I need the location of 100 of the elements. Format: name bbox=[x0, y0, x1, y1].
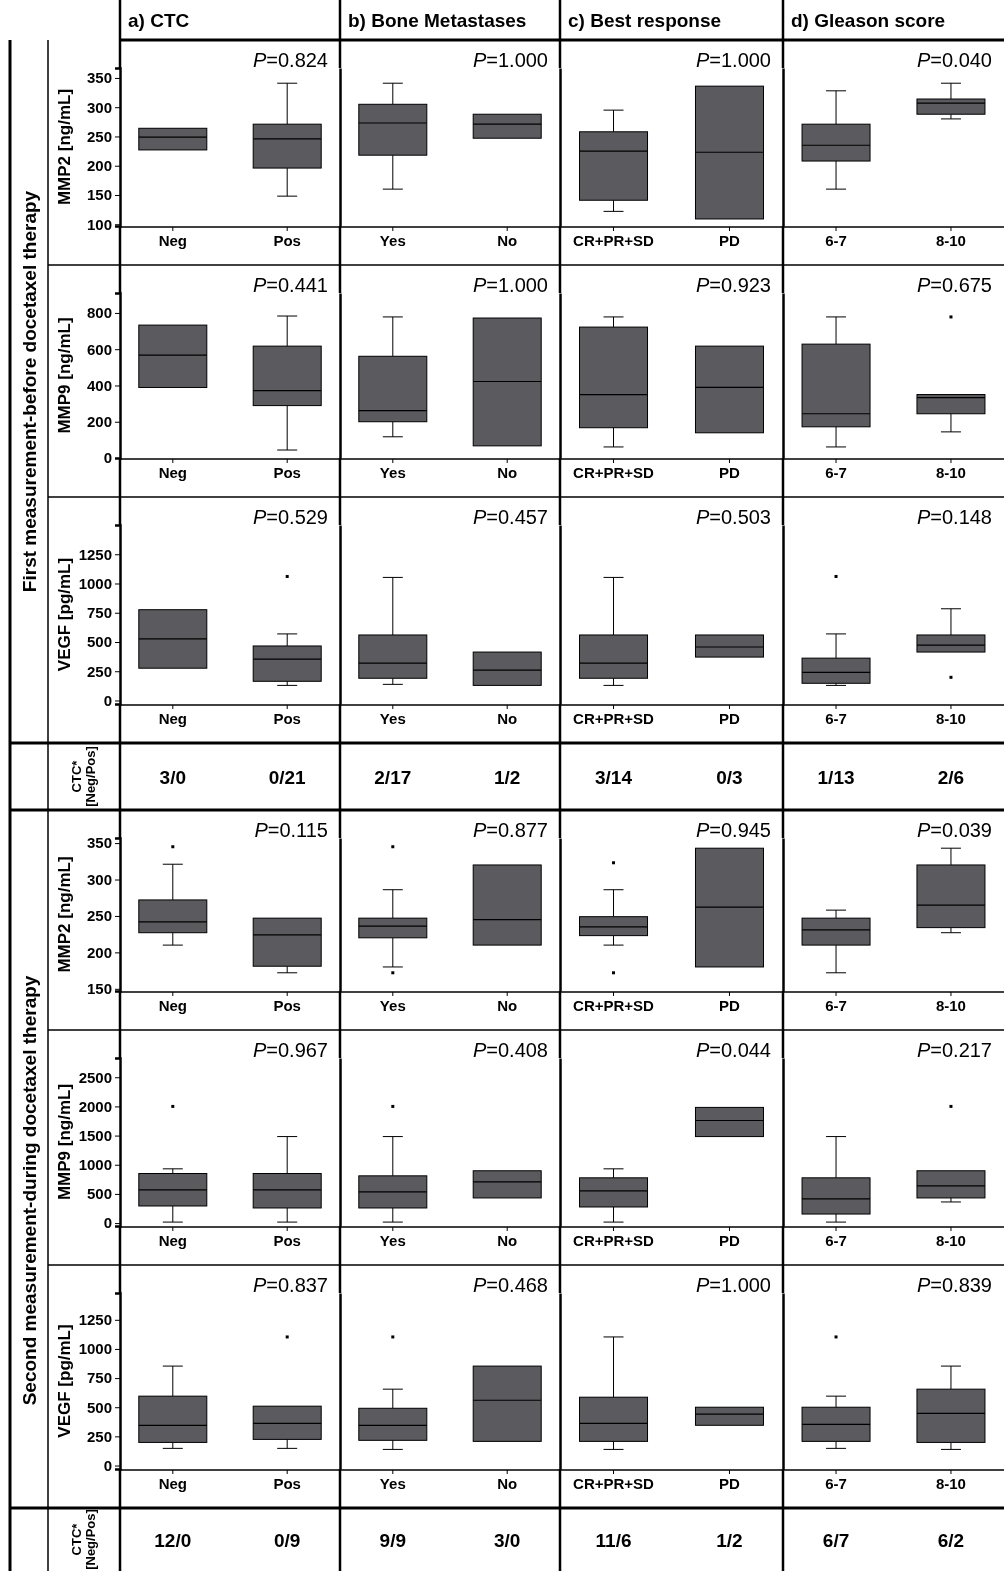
annotation: P=1.000 bbox=[472, 49, 548, 71]
text: 0/3 bbox=[716, 766, 743, 788]
x-tick-label: 6-7 bbox=[825, 1475, 847, 1492]
y-tick-label: 1000 bbox=[78, 1156, 112, 1174]
y-tick-label: 750 bbox=[86, 1369, 112, 1387]
x-tick-label: 8-10 bbox=[935, 1232, 966, 1249]
x-tick-label: Neg bbox=[158, 1232, 187, 1249]
x-tick-label: No bbox=[497, 1232, 518, 1249]
annotation: P=1.000 bbox=[695, 49, 771, 71]
y-tick-label: 250 bbox=[86, 127, 112, 145]
x-tick-label: PD bbox=[719, 464, 741, 481]
x-tick-label: Yes bbox=[379, 997, 406, 1014]
y-tick-label: 200 bbox=[86, 157, 112, 175]
x-tick-label: 8-10 bbox=[935, 232, 966, 249]
text: c) Best response bbox=[568, 10, 722, 31]
x-tick-label: Yes bbox=[379, 1475, 406, 1492]
y-tick-label: 1250 bbox=[78, 1311, 112, 1329]
y-tick-label: 250 bbox=[86, 662, 112, 680]
y-tick-label: 2000 bbox=[78, 1097, 112, 1115]
text: 11/6 bbox=[595, 1529, 632, 1551]
x-tick-label: Yes bbox=[379, 1232, 406, 1249]
x-tick-label: CR+PR+SD bbox=[573, 464, 655, 481]
text: 3/0 bbox=[493, 1529, 521, 1551]
text: d) Gleason score bbox=[791, 10, 946, 31]
y-tick-label: 150 bbox=[86, 980, 112, 998]
annotation: P=0.040 bbox=[916, 49, 992, 71]
x-tick-label: Pos bbox=[273, 232, 301, 249]
annotation: P=1.000 bbox=[695, 1274, 771, 1296]
annotation: P=0.408 bbox=[472, 1039, 548, 1061]
y-tick-label: 500 bbox=[86, 1398, 112, 1416]
text: b) Bone Metastases bbox=[348, 10, 527, 31]
y-tick-label: 1000 bbox=[78, 1340, 112, 1358]
x-tick-label: Neg bbox=[158, 1475, 187, 1492]
y-tick-label: 600 bbox=[86, 340, 112, 358]
text: 1/2 bbox=[493, 766, 521, 788]
annotation: P=0.945 bbox=[695, 819, 771, 841]
x-tick-label: Neg bbox=[158, 232, 187, 249]
y-tick-label: 300 bbox=[86, 870, 112, 888]
y-tick-label: 750 bbox=[86, 604, 112, 622]
text: 2/17 bbox=[374, 766, 412, 788]
annotation: P=0.039 bbox=[916, 819, 992, 841]
y-tick-label: 800 bbox=[86, 304, 112, 322]
y-tick-label: 100 bbox=[86, 215, 112, 233]
text: a) CTC bbox=[128, 10, 190, 31]
text: 1/13 bbox=[817, 766, 855, 788]
y-axis-title: VEGF [pg/mL] bbox=[55, 557, 74, 672]
x-tick-label: Neg bbox=[158, 464, 187, 481]
annotation: P=0.967 bbox=[252, 1039, 328, 1061]
y-tick-label: 1250 bbox=[78, 545, 112, 563]
x-tick-label: No bbox=[497, 710, 518, 727]
x-tick-label: Pos bbox=[273, 710, 301, 727]
y-tick-label: 250 bbox=[86, 907, 112, 925]
annotation: P=0.148 bbox=[916, 506, 992, 528]
x-tick-label: PD bbox=[719, 710, 741, 727]
annotation: P=0.468 bbox=[472, 1274, 548, 1296]
x-tick-label: Yes bbox=[379, 232, 406, 249]
y-tick-label: 1500 bbox=[78, 1126, 112, 1144]
y-tick-label: 350 bbox=[86, 69, 112, 87]
x-tick-label: CR+PR+SD bbox=[573, 997, 655, 1014]
x-tick-label: No bbox=[497, 1475, 518, 1492]
annotation: P=0.457 bbox=[472, 506, 548, 528]
text: First measurement-before docetaxel therapy bbox=[19, 190, 40, 593]
x-tick-label: Pos bbox=[273, 1475, 301, 1492]
x-tick-label: 6-7 bbox=[825, 464, 847, 481]
x-tick-label: Pos bbox=[273, 997, 301, 1014]
annotation: P=0.837 bbox=[252, 1274, 328, 1296]
y-axis-title: MMP9 [ng/mL] bbox=[55, 1083, 74, 1201]
x-tick-label: 8-10 bbox=[935, 997, 966, 1014]
text: 12/0 bbox=[154, 1529, 192, 1551]
y-tick-label: 1000 bbox=[78, 574, 112, 592]
x-tick-label: CR+PR+SD bbox=[573, 1232, 655, 1249]
x-tick-label: 6-7 bbox=[825, 710, 847, 727]
x-tick-label: PD bbox=[719, 1232, 741, 1249]
annotation: P=0.877 bbox=[472, 819, 548, 841]
text: 0/9 bbox=[273, 1529, 301, 1551]
text: CTC* [Neg/Pos] bbox=[69, 746, 98, 807]
y-tick-label: 0 bbox=[103, 1456, 112, 1474]
x-tick-label: CR+PR+SD bbox=[573, 710, 655, 727]
y-tick-label: 300 bbox=[86, 98, 112, 116]
annotation: P=0.441 bbox=[252, 274, 328, 296]
annotation: P=0.217 bbox=[916, 1039, 992, 1061]
text: 2/6 bbox=[937, 766, 965, 788]
x-tick-label: No bbox=[497, 232, 518, 249]
x-tick-label: Pos bbox=[273, 464, 301, 481]
annotation: P=0.529 bbox=[252, 506, 328, 528]
x-tick-label: PD bbox=[719, 232, 741, 249]
x-tick-label: 6-7 bbox=[825, 1232, 847, 1249]
x-tick-label: Yes bbox=[379, 464, 406, 481]
x-tick-label: Pos bbox=[273, 1232, 301, 1249]
x-tick-label: 8-10 bbox=[935, 1475, 966, 1492]
text: 1/2 bbox=[716, 1529, 743, 1551]
y-axis-title: MMP2 [ng/mL] bbox=[55, 88, 74, 206]
y-tick-label: 200 bbox=[86, 413, 112, 431]
x-tick-label: Neg bbox=[158, 710, 187, 727]
annotation: P=0.115 bbox=[254, 819, 328, 841]
text: CTC* [Neg/Pos] bbox=[69, 1509, 98, 1570]
y-axis-title: MMP9 [ng/mL] bbox=[55, 317, 74, 434]
text: 3/0 bbox=[159, 766, 187, 788]
y-axis-title: MMP2 [ng/mL] bbox=[55, 856, 74, 973]
annotation: P=0.044 bbox=[695, 1039, 771, 1061]
